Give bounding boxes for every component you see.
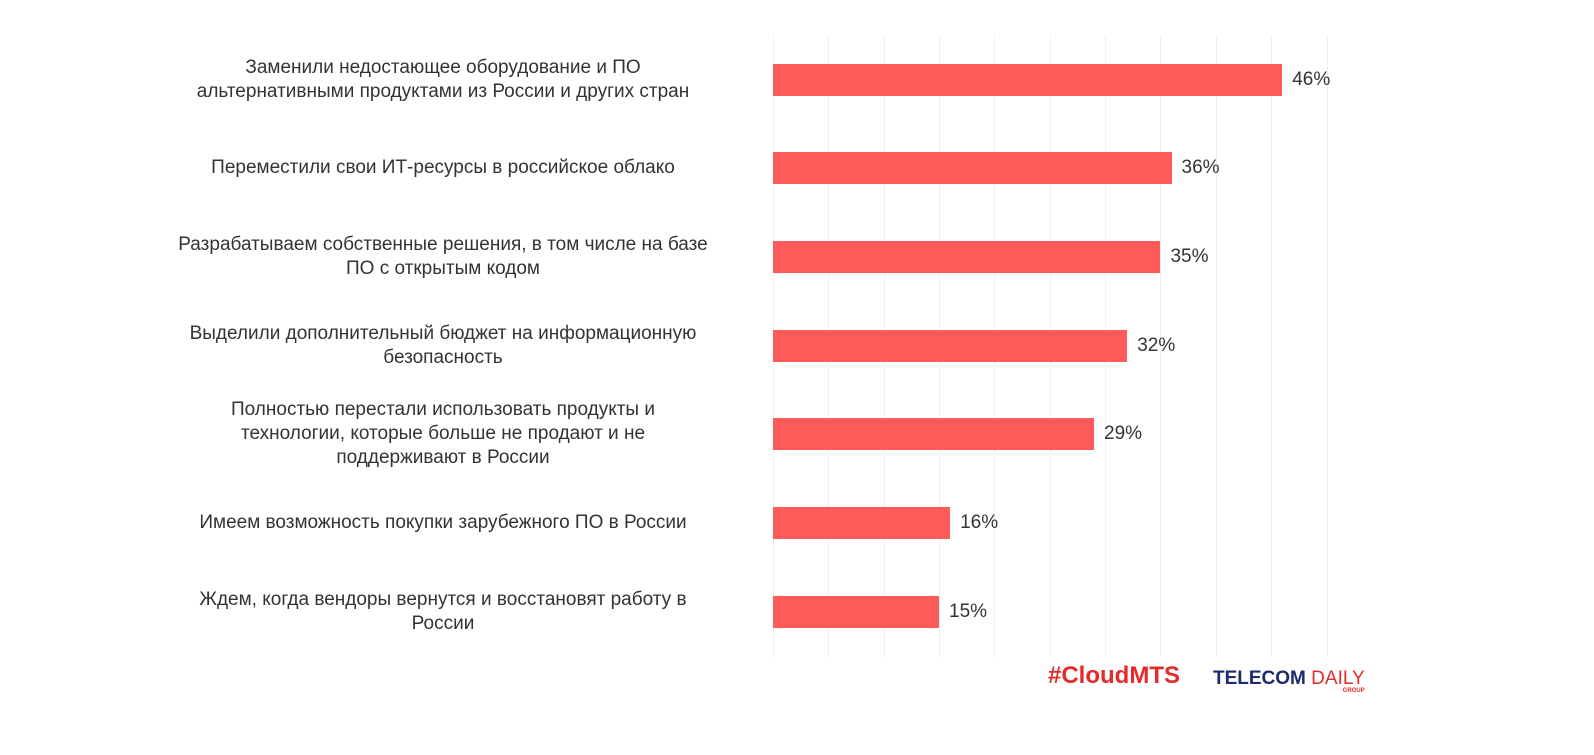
gridline (1215, 36, 1217, 658)
cloudmts-logo: #CloudMTS (1048, 662, 1180, 689)
category-label: Разрабатываем собственные решения, в том… (178, 234, 708, 279)
bar-row: Переместили свои ИТ-ресурсы в российское… (0, 124, 1594, 212)
bar (773, 507, 951, 539)
value-label: 16% (960, 512, 999, 533)
group-logo-text: GROUP (1342, 688, 1365, 694)
category-label: Имеем возможность покупки зарубежного ПО… (199, 512, 687, 533)
bar-row: Выделили дополнительный бюджет на информ… (0, 302, 1594, 390)
gridline (1271, 36, 1273, 658)
category-label: Переместили свои ИТ-ресурсы в российское… (211, 157, 675, 178)
telecom-daily-logo: TELECOM DAILY GROUP (1213, 668, 1365, 694)
category-label: Выделили дополнительный бюджет на информ… (189, 323, 697, 368)
bar-row: Заменили недостающее оборудование и ПО ал… (0, 36, 1594, 124)
value-label: 36% (1181, 157, 1220, 178)
gridline (1160, 36, 1162, 658)
value-label: 35% (1170, 246, 1209, 267)
value-label: 32% (1137, 335, 1176, 356)
telecom-logo-text: TELECOM (1213, 668, 1306, 689)
category-label: Ждем, когда вендоры вернутся и восстанов… (199, 589, 687, 634)
value-label: 29% (1104, 423, 1143, 444)
bar (773, 596, 940, 628)
bar-row: Ждем, когда вендоры вернутся и восстанов… (0, 568, 1594, 656)
daily-logo-text: DAILY (1305, 668, 1365, 689)
value-label: 46% (1292, 69, 1331, 90)
bar-row: Полностью перестали использовать продукт… (0, 390, 1594, 478)
bar (773, 64, 1283, 96)
gridline (1326, 36, 1328, 658)
category-label: Заменили недостающее оборудование и ПО ал… (196, 57, 690, 102)
bar (773, 241, 1161, 273)
bar-row: Имеем возможность покупки зарубежного ПО… (0, 479, 1594, 567)
bar (773, 152, 1172, 184)
category-label: Полностью перестали использовать продукт… (231, 399, 655, 468)
bar (773, 418, 1095, 450)
bar (773, 330, 1128, 362)
value-label: 15% (949, 601, 988, 622)
bar-row: Разрабатываем собственные решения, в том… (0, 213, 1594, 301)
